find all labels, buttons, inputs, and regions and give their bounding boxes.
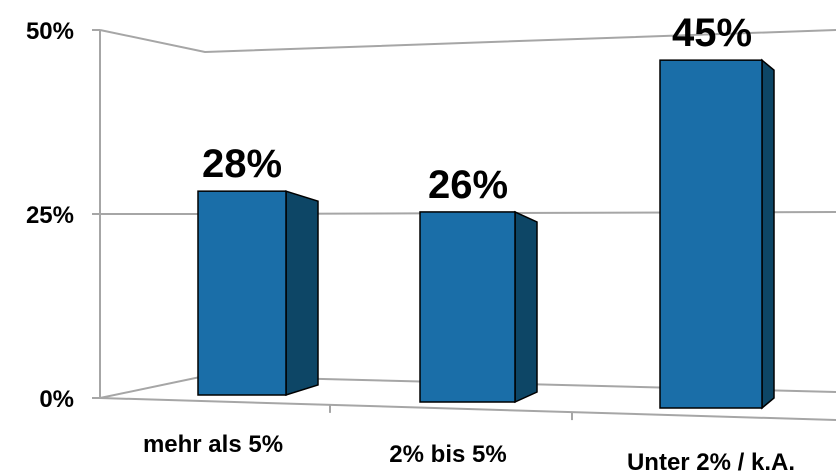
data-label: 26% <box>428 163 508 207</box>
category-label: Unter 2% / k.A. <box>627 449 795 476</box>
category-label: 2% bis 5% <box>389 441 506 468</box>
bar <box>659 58 775 410</box>
bar-front-face <box>419 211 516 403</box>
category-label: mehr als 5% <box>143 431 283 458</box>
y-tick-label: 25% <box>26 202 74 229</box>
bars <box>197 58 775 410</box>
bar <box>419 210 538 404</box>
data-label: 45% <box>672 11 752 55</box>
bar-side-face <box>514 210 538 404</box>
y-tick-label: 50% <box>26 18 74 45</box>
bar <box>197 190 319 397</box>
x-axis-line <box>99 397 836 421</box>
data-labels: 28% 26% 45% <box>202 11 752 207</box>
data-label: 28% <box>202 142 282 186</box>
y-tick-label: 0% <box>39 386 74 413</box>
bar-side-face <box>285 190 319 397</box>
y-tick-labels: 0% 25% 50% <box>26 18 74 413</box>
category-labels: mehr als 5% 2% bis 5% Unter 2% / k.A. <box>143 431 795 476</box>
bar-front-face <box>197 190 287 396</box>
bar-front-face <box>659 59 763 409</box>
bar-side-face <box>761 58 775 410</box>
gridline <box>99 29 836 54</box>
axes <box>92 29 836 421</box>
